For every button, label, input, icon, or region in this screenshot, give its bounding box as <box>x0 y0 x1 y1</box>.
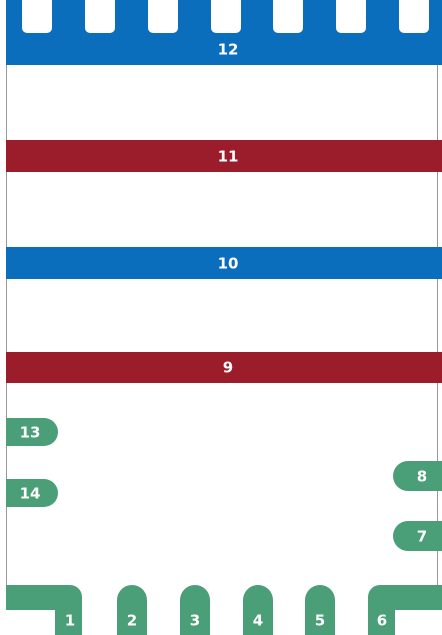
pin-label: 3 <box>190 612 200 630</box>
pin-2 <box>117 585 147 635</box>
pin-6 <box>368 585 442 635</box>
band-10 <box>6 247 442 279</box>
notch <box>399 0 429 33</box>
pin-label: 5 <box>315 612 325 630</box>
pin-13 <box>6 418 58 446</box>
band-9 <box>6 352 442 383</box>
pin-label: 8 <box>417 468 427 486</box>
notch <box>211 0 241 33</box>
notch <box>85 0 115 33</box>
pin-label: 4 <box>253 612 263 630</box>
pin-label: 6 <box>377 612 387 630</box>
pin-label: 13 <box>20 424 41 442</box>
notch <box>22 0 52 33</box>
band-label: 10 <box>218 255 239 273</box>
notches <box>22 0 429 33</box>
pin-label: 2 <box>127 612 137 630</box>
pin-3 <box>180 585 210 635</box>
pin-1 <box>6 585 82 635</box>
pin-7 <box>393 521 442 551</box>
band-label: 9 <box>223 359 233 377</box>
pin-5 <box>305 585 335 635</box>
pin-8 <box>393 461 442 491</box>
pin-14 <box>6 479 58 507</box>
pin-4 <box>243 585 273 635</box>
notch <box>273 0 303 33</box>
band-11 <box>6 140 442 172</box>
pin-label: 7 <box>417 528 427 546</box>
pin-label: 14 <box>20 485 41 503</box>
pin-label: 1 <box>65 612 75 630</box>
notch <box>148 0 178 33</box>
band-label: 11 <box>218 148 239 166</box>
band-label: 12 <box>218 41 239 59</box>
notch <box>336 0 366 33</box>
